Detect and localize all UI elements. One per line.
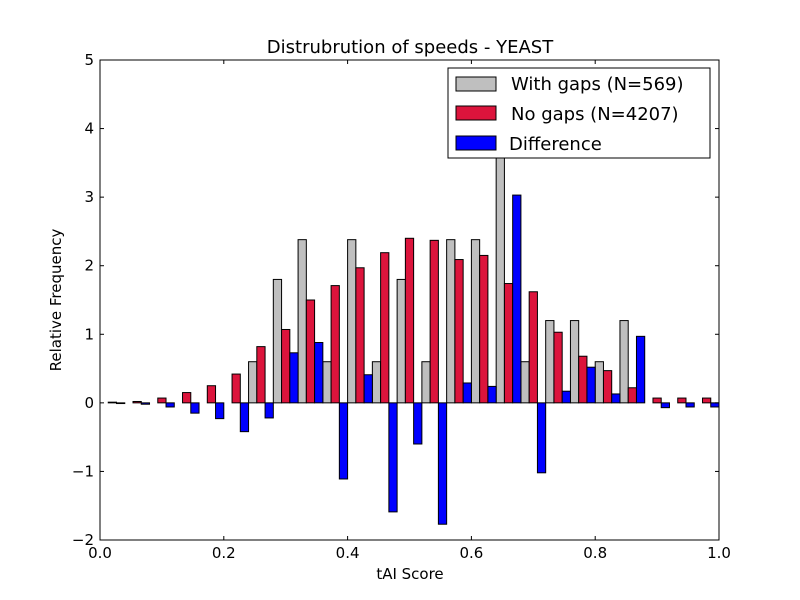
- bar-no-gaps-n-4207-22: [652, 397, 662, 404]
- bar-no-gaps-n-4207-23: [677, 397, 687, 404]
- bar-no-gaps-n-4207-1: [132, 400, 142, 404]
- x-axis-label: tAI Score: [376, 565, 443, 583]
- bar-difference-10: [363, 374, 373, 404]
- y-tick-label: 4: [84, 120, 94, 138]
- bar-difference-24: [710, 402, 720, 408]
- bar-with-gaps-n-569-17: [520, 361, 530, 404]
- bar-difference-7: [289, 352, 299, 404]
- bar-with-gaps-n-569-9: [322, 361, 332, 404]
- bar-difference-15: [487, 385, 497, 404]
- y-tick-label: 2: [84, 257, 94, 275]
- bar-difference-17: [536, 402, 547, 474]
- x-tick-label: 0.0: [88, 544, 112, 562]
- bar-with-gaps-n-569-11: [371, 361, 382, 404]
- bar-with-gaps-n-569-19: [569, 320, 580, 404]
- y-ticks: −2 −1 0 1 2 3 4 5: [72, 51, 719, 549]
- bar-difference-6: [264, 402, 274, 419]
- bar-no-gaps-n-4207-9: [330, 285, 340, 404]
- bar-with-gaps-n-569-7: [272, 278, 283, 404]
- y-tick-label: −1: [72, 462, 94, 480]
- bar-no-gaps-n-4207-6: [256, 346, 266, 404]
- bar-difference-12: [413, 402, 423, 445]
- bar-no-gaps-n-4207-18: [553, 331, 563, 404]
- bar-with-gaps-n-569-16: [495, 115, 505, 404]
- legend-label-with-gaps: With gaps (N=569): [511, 74, 684, 95]
- bar-with-gaps-n-569-12: [396, 278, 406, 404]
- bar-no-gaps-n-4207-17: [528, 291, 538, 404]
- bar-difference-21: [635, 335, 646, 404]
- bar-with-gaps-n-569-20: [594, 361, 604, 404]
- y-tick-label: −2: [72, 531, 94, 549]
- bar-difference-9: [338, 402, 349, 480]
- x-tick-label: 0.8: [583, 544, 607, 562]
- bar-no-gaps-n-4207-0: [107, 401, 118, 404]
- plot-area-frame: [99, 59, 720, 541]
- bar-no-gaps-n-4207-2: [157, 397, 167, 404]
- y-axis-label: Relative Frequency: [47, 229, 65, 372]
- bar-difference-5: [239, 402, 250, 433]
- bar-no-gaps-n-4207-3: [182, 392, 192, 404]
- bar-with-gaps-n-569-13: [421, 361, 431, 404]
- bar-with-gaps-n-569-18: [545, 320, 555, 404]
- bar-no-gaps-n-4207-19: [578, 355, 588, 404]
- bar-difference-16: [512, 194, 522, 404]
- bar-difference-13: [437, 402, 448, 525]
- bar-difference-8: [314, 342, 324, 404]
- bar-difference-14: [462, 382, 472, 404]
- bar-no-gaps-n-4207-14: [454, 259, 464, 404]
- bar-no-gaps-n-4207-8: [305, 299, 316, 404]
- bar-with-gaps-n-569-10: [347, 239, 357, 404]
- y-tick-label: 5: [84, 51, 94, 69]
- bar-no-gaps-n-4207-15: [479, 254, 489, 404]
- bar-no-gaps-n-4207-13: [429, 239, 439, 404]
- x-tick-label: 1.0: [707, 544, 731, 562]
- bar-difference-22: [660, 402, 670, 409]
- bar-no-gaps-n-4207-20: [602, 370, 613, 404]
- x-tick-label: 0.2: [212, 544, 236, 562]
- bar-difference-3: [190, 402, 200, 414]
- bar-difference-18: [561, 390, 571, 404]
- bar-with-gaps-n-569-21: [619, 320, 629, 404]
- legend-swatch-with-gaps: [455, 76, 497, 92]
- y-tick-label: 1: [84, 325, 94, 343]
- x-ticks: 0.0 0.2 0.4 0.6 0.8 1.0: [88, 60, 731, 562]
- legend-label-difference: Difference: [509, 134, 602, 155]
- legend-label-no-gaps: No gaps (N=4207): [511, 104, 679, 125]
- chart-title: Distrubrution of speeds - YEAST: [267, 37, 554, 58]
- bar-difference-1: [140, 402, 151, 405]
- legend: With gaps (N=569) No gaps (N=4207) Diffe…: [447, 67, 711, 159]
- legend-swatch-difference: [455, 135, 497, 151]
- y-tick-label: 3: [84, 188, 94, 206]
- bar-with-gaps-n-569-8: [297, 239, 307, 404]
- bars-layer: [107, 115, 720, 525]
- bar-difference-0: [116, 402, 126, 405]
- bar-difference-4: [215, 402, 225, 420]
- bar-no-gaps-n-4207-10: [355, 267, 365, 404]
- bar-no-gaps-n-4207-4: [206, 385, 217, 404]
- bar-no-gaps-n-4207-11: [380, 252, 390, 404]
- bar-no-gaps-n-4207-21: [627, 387, 637, 404]
- bar-no-gaps-n-4207-12: [404, 237, 415, 404]
- x-tick-label: 0.4: [336, 544, 360, 562]
- bar-difference-11: [388, 402, 398, 513]
- bar-no-gaps-n-4207-5: [231, 373, 241, 404]
- bar-difference-23: [685, 402, 695, 408]
- bar-with-gaps-n-569-14: [446, 239, 456, 404]
- bar-no-gaps-n-4207-24: [701, 397, 712, 404]
- bar-no-gaps-n-4207-16: [503, 283, 514, 404]
- bar-difference-20: [611, 393, 621, 404]
- bar-no-gaps-n-4207-7: [281, 328, 291, 404]
- bar-difference-19: [586, 366, 596, 404]
- bar-with-gaps-n-569-6: [248, 361, 258, 404]
- bar-difference-2: [165, 402, 175, 408]
- bar-with-gaps-n-569-15: [470, 239, 481, 404]
- y-tick-label: 0: [84, 394, 94, 412]
- x-tick-label: 0.6: [459, 544, 483, 562]
- legend-swatch-no-gaps: [455, 105, 497, 121]
